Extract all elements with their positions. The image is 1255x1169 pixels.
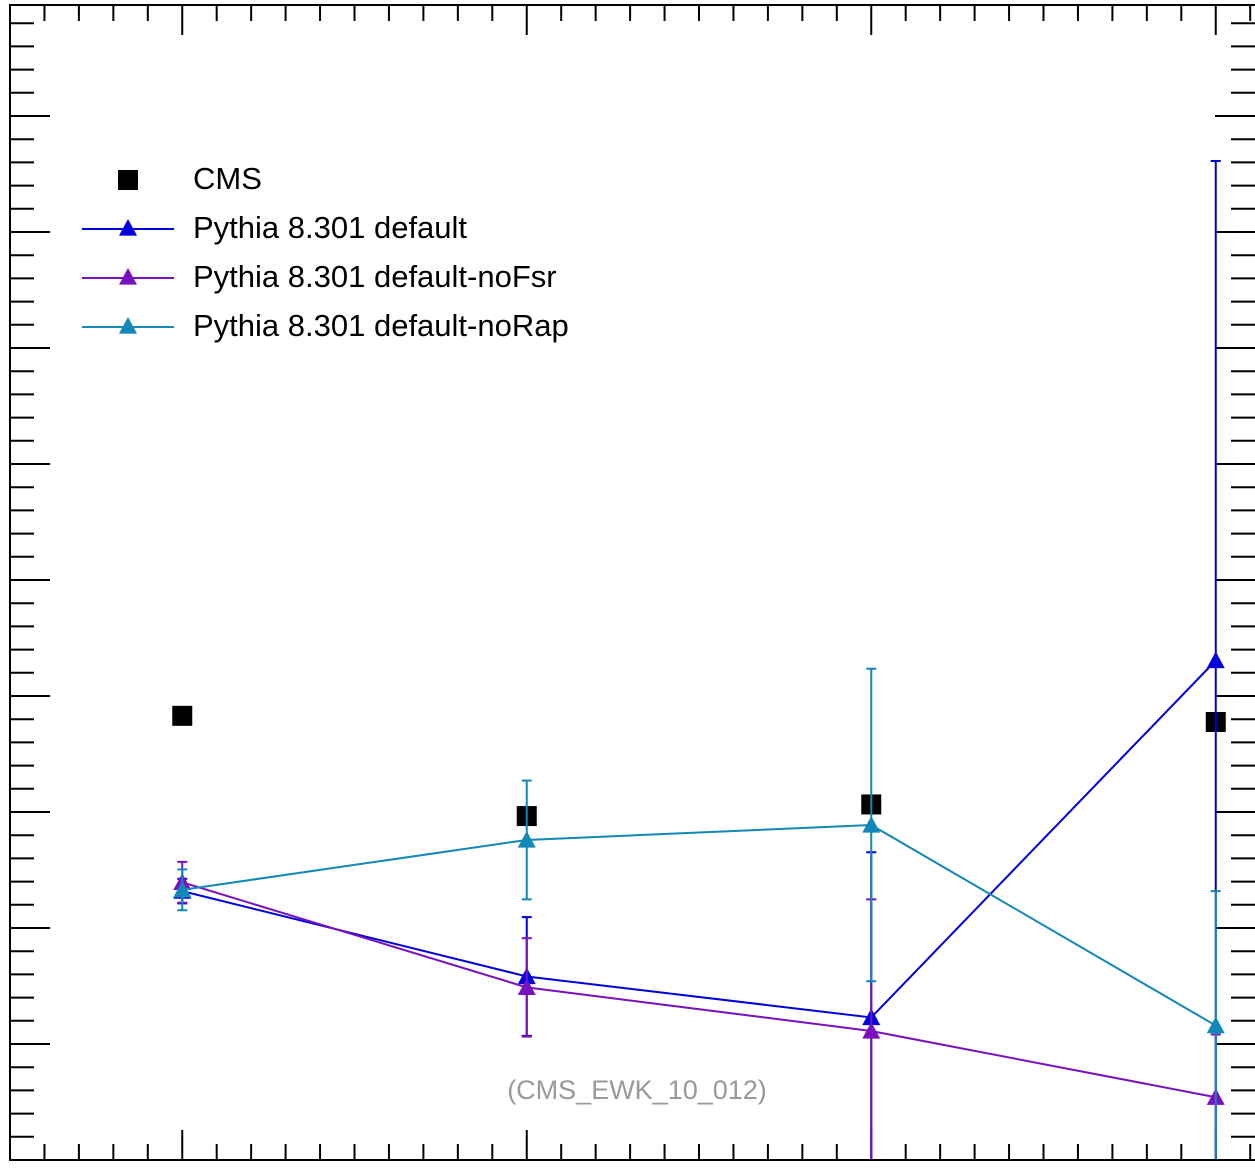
legend-item: Pythia 8.301 default-noRap (82, 308, 569, 343)
data-point (862, 815, 881, 833)
legend-item: CMS (118, 161, 262, 196)
data-point (173, 880, 192, 898)
legend-label: Pythia 8.301 default-noRap (193, 308, 569, 343)
series-0 (172, 705, 1226, 827)
legend: CMS Pythia 8.301 default Pythia 8.301 defa… (82, 161, 569, 343)
plot-frame (9, 4, 1255, 1161)
legend-marker (119, 219, 137, 236)
series-line (182, 823, 1217, 1027)
legend-label: Pythia 8.301 default-noFsr (193, 259, 557, 294)
data-point (517, 830, 536, 848)
data-point (517, 978, 536, 996)
axis-ticks (10, 5, 1255, 1160)
legend-marker (119, 317, 137, 334)
series-layer (172, 160, 1226, 1159)
data-point (862, 1022, 881, 1039)
series-line (181, 881, 1216, 1099)
legend-label: CMS (193, 161, 262, 196)
source-annotation: (CMS_EWK_10_012) (507, 1075, 767, 1105)
legend-item: Pythia 8.301 default-noFsr (82, 259, 557, 294)
data-point (1206, 1016, 1225, 1034)
legend-label: Pythia 8.301 default (193, 210, 467, 245)
series-3 (173, 667, 1225, 1159)
series-line (182, 659, 1217, 1019)
data-point (1206, 651, 1225, 669)
legend-item: Pythia 8.301 default (82, 210, 467, 245)
data-point (172, 705, 193, 726)
series-2 (173, 860, 1225, 1159)
legend-marker (119, 268, 137, 285)
legend-marker (118, 170, 138, 190)
